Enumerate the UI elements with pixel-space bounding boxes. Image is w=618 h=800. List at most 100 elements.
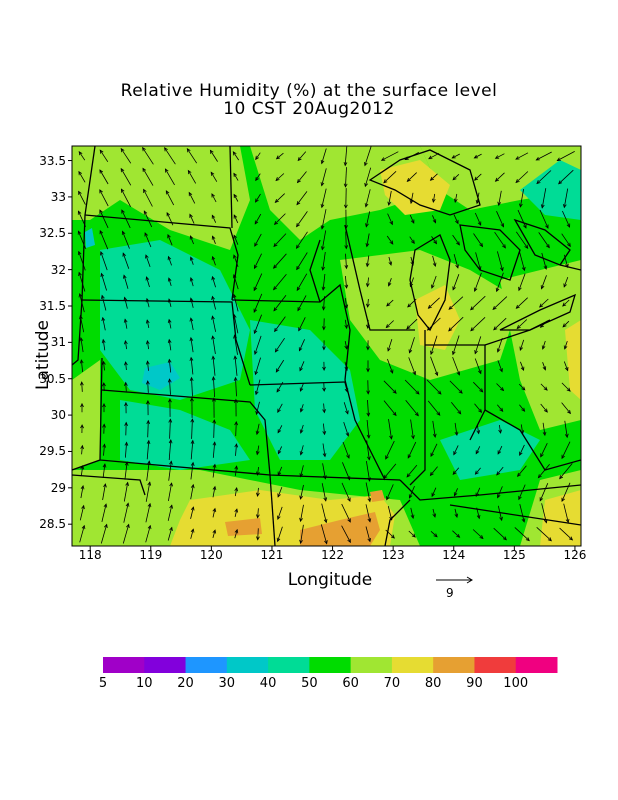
wind-arrow — [408, 530, 416, 538]
wind-arrow — [256, 528, 260, 541]
wind-arrow — [212, 485, 217, 498]
wind-arrow — [452, 467, 460, 475]
wind-arrow — [233, 355, 238, 376]
wind-arrow — [474, 403, 483, 414]
wind-arrow — [365, 255, 370, 268]
wind-arrow — [542, 422, 547, 437]
y-tick-label: 28.5 — [39, 517, 66, 532]
wind-arrow — [123, 340, 128, 350]
wind-arrow — [427, 297, 440, 309]
wind-arrow — [431, 193, 436, 204]
wind-arrow — [452, 356, 461, 376]
wind-arrow — [274, 337, 285, 353]
wind-arrow — [211, 214, 217, 223]
y-tick-label: 30 — [50, 408, 66, 423]
x-axis-label: Longitude — [287, 570, 373, 590]
wind-arrow — [79, 336, 84, 353]
wind-arrow — [388, 419, 393, 440]
wind-arrow — [275, 173, 285, 182]
wind-arrow — [99, 169, 109, 185]
wind-arrow — [190, 418, 195, 439]
wind-arrow — [296, 252, 308, 271]
wind-arrow — [476, 507, 481, 520]
wind-arrow — [453, 214, 459, 225]
wind-arrow — [124, 381, 128, 392]
tick-marks — [68, 160, 576, 550]
wind-arrow — [322, 423, 327, 436]
wind-arrow — [474, 212, 482, 226]
colorbar-label: 60 — [342, 676, 359, 691]
colorbar — [103, 657, 558, 673]
wind-arrow — [453, 193, 458, 204]
wind-arrow — [79, 359, 84, 372]
wind-arrow — [80, 464, 85, 477]
wind-arrow — [497, 486, 503, 499]
wind-arrow — [343, 402, 349, 415]
wind-arrow — [365, 233, 370, 248]
wind-arrow — [387, 358, 394, 374]
wind-arrow — [253, 293, 263, 313]
wind-arrow — [497, 190, 502, 207]
wind-arrow — [168, 460, 173, 481]
wind-arrow — [102, 382, 106, 392]
wind-arrow — [297, 151, 307, 162]
wind-arrow — [145, 380, 150, 393]
wind-arrow — [277, 486, 283, 498]
wind-arrow — [470, 295, 486, 311]
wind-arrow — [277, 506, 283, 520]
wind-arrow — [518, 273, 526, 292]
wind-arrow — [535, 151, 552, 161]
wind-arrow — [299, 382, 304, 392]
wind-arrow — [519, 251, 526, 272]
wind-arrow — [430, 531, 438, 538]
wind-arrow — [254, 233, 262, 247]
wind-arrow — [406, 318, 418, 330]
wind-arrow — [256, 487, 260, 498]
wind-arrow — [452, 274, 460, 291]
x-tick-label: 121 — [260, 548, 284, 562]
wind-arrow — [540, 188, 547, 209]
wind-arrow — [189, 317, 194, 330]
wind-arrow — [167, 318, 172, 329]
wind-arrow — [78, 293, 85, 313]
wind-arrow — [410, 419, 415, 440]
wind-arrow — [233, 214, 239, 224]
wind-arrow — [561, 402, 571, 415]
wind-arrow — [253, 314, 262, 335]
wind-arrow — [365, 504, 372, 523]
wind-arrow — [492, 296, 508, 311]
wind-arrow — [234, 528, 239, 539]
wind-arrow — [167, 526, 173, 541]
wind-arrow — [275, 152, 284, 160]
wind-arrow — [561, 441, 571, 460]
wind-arrow — [409, 214, 415, 224]
wind-arrow — [211, 376, 216, 398]
y-tick-label: 33 — [50, 189, 66, 204]
wind-arrow — [539, 298, 549, 308]
x-tick-label: 123 — [381, 548, 405, 562]
wind-arrow — [538, 232, 550, 249]
wind-arrow — [366, 340, 370, 351]
wind-arrow — [233, 234, 239, 245]
wind-arrow — [256, 466, 260, 476]
x-tick-label: 125 — [502, 548, 526, 562]
wind-arrow — [453, 488, 458, 497]
wind-arrow — [431, 275, 437, 289]
colorbar-label: 50 — [301, 676, 318, 691]
wind-arrow — [274, 193, 285, 204]
wind-arrow — [275, 359, 285, 373]
wind-arrow — [299, 404, 304, 413]
wind-arrow — [387, 338, 393, 352]
x-tick-label: 124 — [442, 548, 466, 562]
wind-arrow — [496, 466, 504, 476]
wind-arrow — [541, 503, 548, 524]
colorbar-label: 40 — [259, 676, 277, 691]
wind-arrow — [539, 483, 549, 502]
wind-arrow — [186, 148, 198, 164]
wind-arrow — [79, 314, 85, 333]
wind-arrow — [121, 230, 130, 249]
wind-arrow — [495, 272, 504, 293]
wind-arrow — [387, 190, 392, 206]
wind-arrow — [365, 482, 372, 503]
colorbar-swatch — [309, 657, 352, 673]
